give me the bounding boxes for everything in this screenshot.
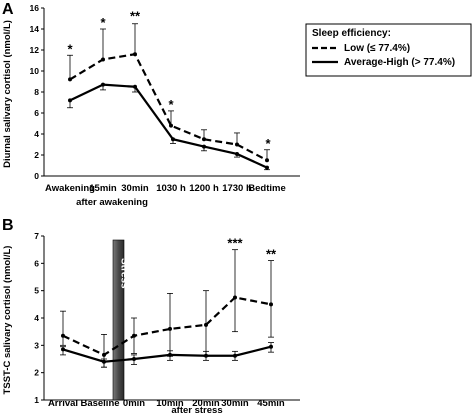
panel-a-data-point bbox=[133, 52, 137, 57]
legend-title: Sleep efficiency: bbox=[312, 28, 391, 39]
panel-b-x-tick-label: 20min bbox=[192, 398, 220, 409]
panel-a-y-tick-label: 2 bbox=[34, 150, 39, 160]
panel-a-data-point bbox=[202, 144, 206, 149]
panel-b-significance-marker: *** bbox=[227, 236, 243, 251]
panel-b-data-point bbox=[233, 295, 237, 300]
panel-b-y-tick-label: 5 bbox=[34, 286, 39, 296]
panel-a-data-point bbox=[171, 137, 175, 142]
panel-b-y-tick-label: 1 bbox=[34, 395, 39, 405]
panel-a: A Diurnal salivary cortisol (nmol/L) 0 2 4… bbox=[2, 1, 472, 208]
legend: Sleep efficiency: Low (≤ 77.4%) Average-… bbox=[305, 23, 472, 77]
panel-b: B TSST-C salivary cortisol (nmol/L) Stre… bbox=[2, 217, 300, 416]
panel-b-x-tick-label: 30min bbox=[221, 398, 249, 409]
panel-a-y-tick-label: 12 bbox=[30, 45, 40, 55]
panel-a-ylabel: Diurnal salivary cortisol (nmol/L) bbox=[2, 20, 13, 168]
panel-a-label: A bbox=[2, 1, 14, 18]
panel-a-data-point bbox=[169, 123, 173, 128]
panel-b-series-high-line bbox=[62, 345, 272, 363]
panel-b-data-point bbox=[233, 353, 237, 358]
panel-a-x-tick-label: 30min bbox=[121, 183, 149, 194]
panel-b-significance-marker: ** bbox=[266, 247, 277, 262]
panel-b-data-point bbox=[61, 333, 65, 338]
panel-a-xlabel-sub: after awakening bbox=[76, 197, 148, 208]
panel-a-significance-marker: ** bbox=[130, 9, 141, 24]
panel-a-x-tick-label: 1730 h bbox=[222, 183, 252, 194]
stress-bar bbox=[112, 239, 125, 401]
panel-a-data-point bbox=[68, 98, 72, 103]
panel-b-series-low-line bbox=[62, 296, 272, 357]
panel-a-x-tick-label: 1030 h bbox=[156, 183, 186, 194]
legend-box bbox=[305, 23, 472, 77]
panel-b-x-tick-label: Baseline bbox=[80, 398, 119, 409]
panel-b-data-point bbox=[132, 357, 136, 361]
panel-a-significance-marker: * bbox=[67, 41, 73, 56]
panel-b-data-point bbox=[204, 322, 208, 327]
legend-entry-low: Low (≤ 77.4%) bbox=[344, 43, 410, 54]
panel-a-data-point bbox=[235, 142, 239, 147]
stress-label: Stress bbox=[119, 258, 130, 289]
panel-b-x-tick-label: 0min bbox=[123, 398, 145, 409]
panel-b-xlabel-sub: after stress bbox=[171, 405, 222, 416]
panel-b-label: B bbox=[2, 217, 14, 234]
panel-a-data-point bbox=[68, 77, 72, 82]
panel-b-x-tick-label: 45min bbox=[257, 398, 285, 409]
panel-a-x-tick-label: 1200 h bbox=[189, 183, 219, 194]
panel-a-data-point bbox=[265, 158, 269, 163]
panel-a-y-tick-label: 6 bbox=[34, 108, 39, 118]
panel-b-data-point bbox=[102, 352, 106, 357]
panel-b-ylabel: TSST-C salivary cortisol (nmol/L) bbox=[2, 246, 13, 395]
panel-a-significance-marker: * bbox=[168, 97, 174, 112]
panel-b-data-point bbox=[269, 344, 273, 349]
panel-a-y-tick-label: 4 bbox=[34, 129, 39, 139]
panel-a-data-point bbox=[101, 82, 105, 87]
panel-b-y-tick-label: 7 bbox=[34, 231, 39, 241]
panel-b-y-tick-label: 6 bbox=[34, 258, 39, 268]
panel-a-data-point bbox=[235, 151, 239, 156]
panel-a-significance-marker: * bbox=[100, 15, 106, 30]
panel-b-data-point bbox=[204, 353, 208, 358]
panel-b-data-point bbox=[102, 359, 106, 364]
panel-a-significance-marker: * bbox=[265, 136, 271, 151]
panel-a-data-point bbox=[265, 165, 269, 170]
panel-a-y-tick-label: 16 bbox=[30, 3, 40, 13]
panel-b-data-point bbox=[132, 333, 136, 338]
panel-a-y-tick-label: 8 bbox=[34, 87, 39, 97]
panel-b-data-point bbox=[61, 347, 65, 352]
panel-b-data-point bbox=[269, 302, 273, 307]
panel-a-x-tick-label: Awakening bbox=[45, 183, 95, 194]
panel-a-y-tick-label: 14 bbox=[30, 24, 40, 34]
panel-a-y-tick-label: 0 bbox=[34, 171, 39, 181]
legend-entry-high: Average-High (> 77.4%) bbox=[344, 57, 455, 68]
panel-a-y-tick-label: 10 bbox=[30, 66, 40, 76]
panel-b-data-point bbox=[168, 352, 172, 357]
panel-a-data-point bbox=[101, 57, 105, 62]
panel-b-data-point bbox=[168, 326, 172, 331]
panel-b-y-tick-label: 3 bbox=[34, 340, 39, 350]
panel-b-x-tick-label: 10min bbox=[156, 398, 184, 409]
panel-b-y-tick-label: 4 bbox=[34, 313, 39, 323]
panel-b-y-tick-label: 2 bbox=[34, 368, 39, 378]
panel-a-x-tick-label: Bedtime bbox=[248, 183, 285, 194]
panel-b-x-tick-label: Arrival bbox=[48, 398, 78, 409]
panel-a-x-tick-label: 15min bbox=[89, 183, 117, 194]
panel-a-data-point bbox=[202, 137, 206, 142]
panel-a-data-point bbox=[133, 84, 137, 89]
